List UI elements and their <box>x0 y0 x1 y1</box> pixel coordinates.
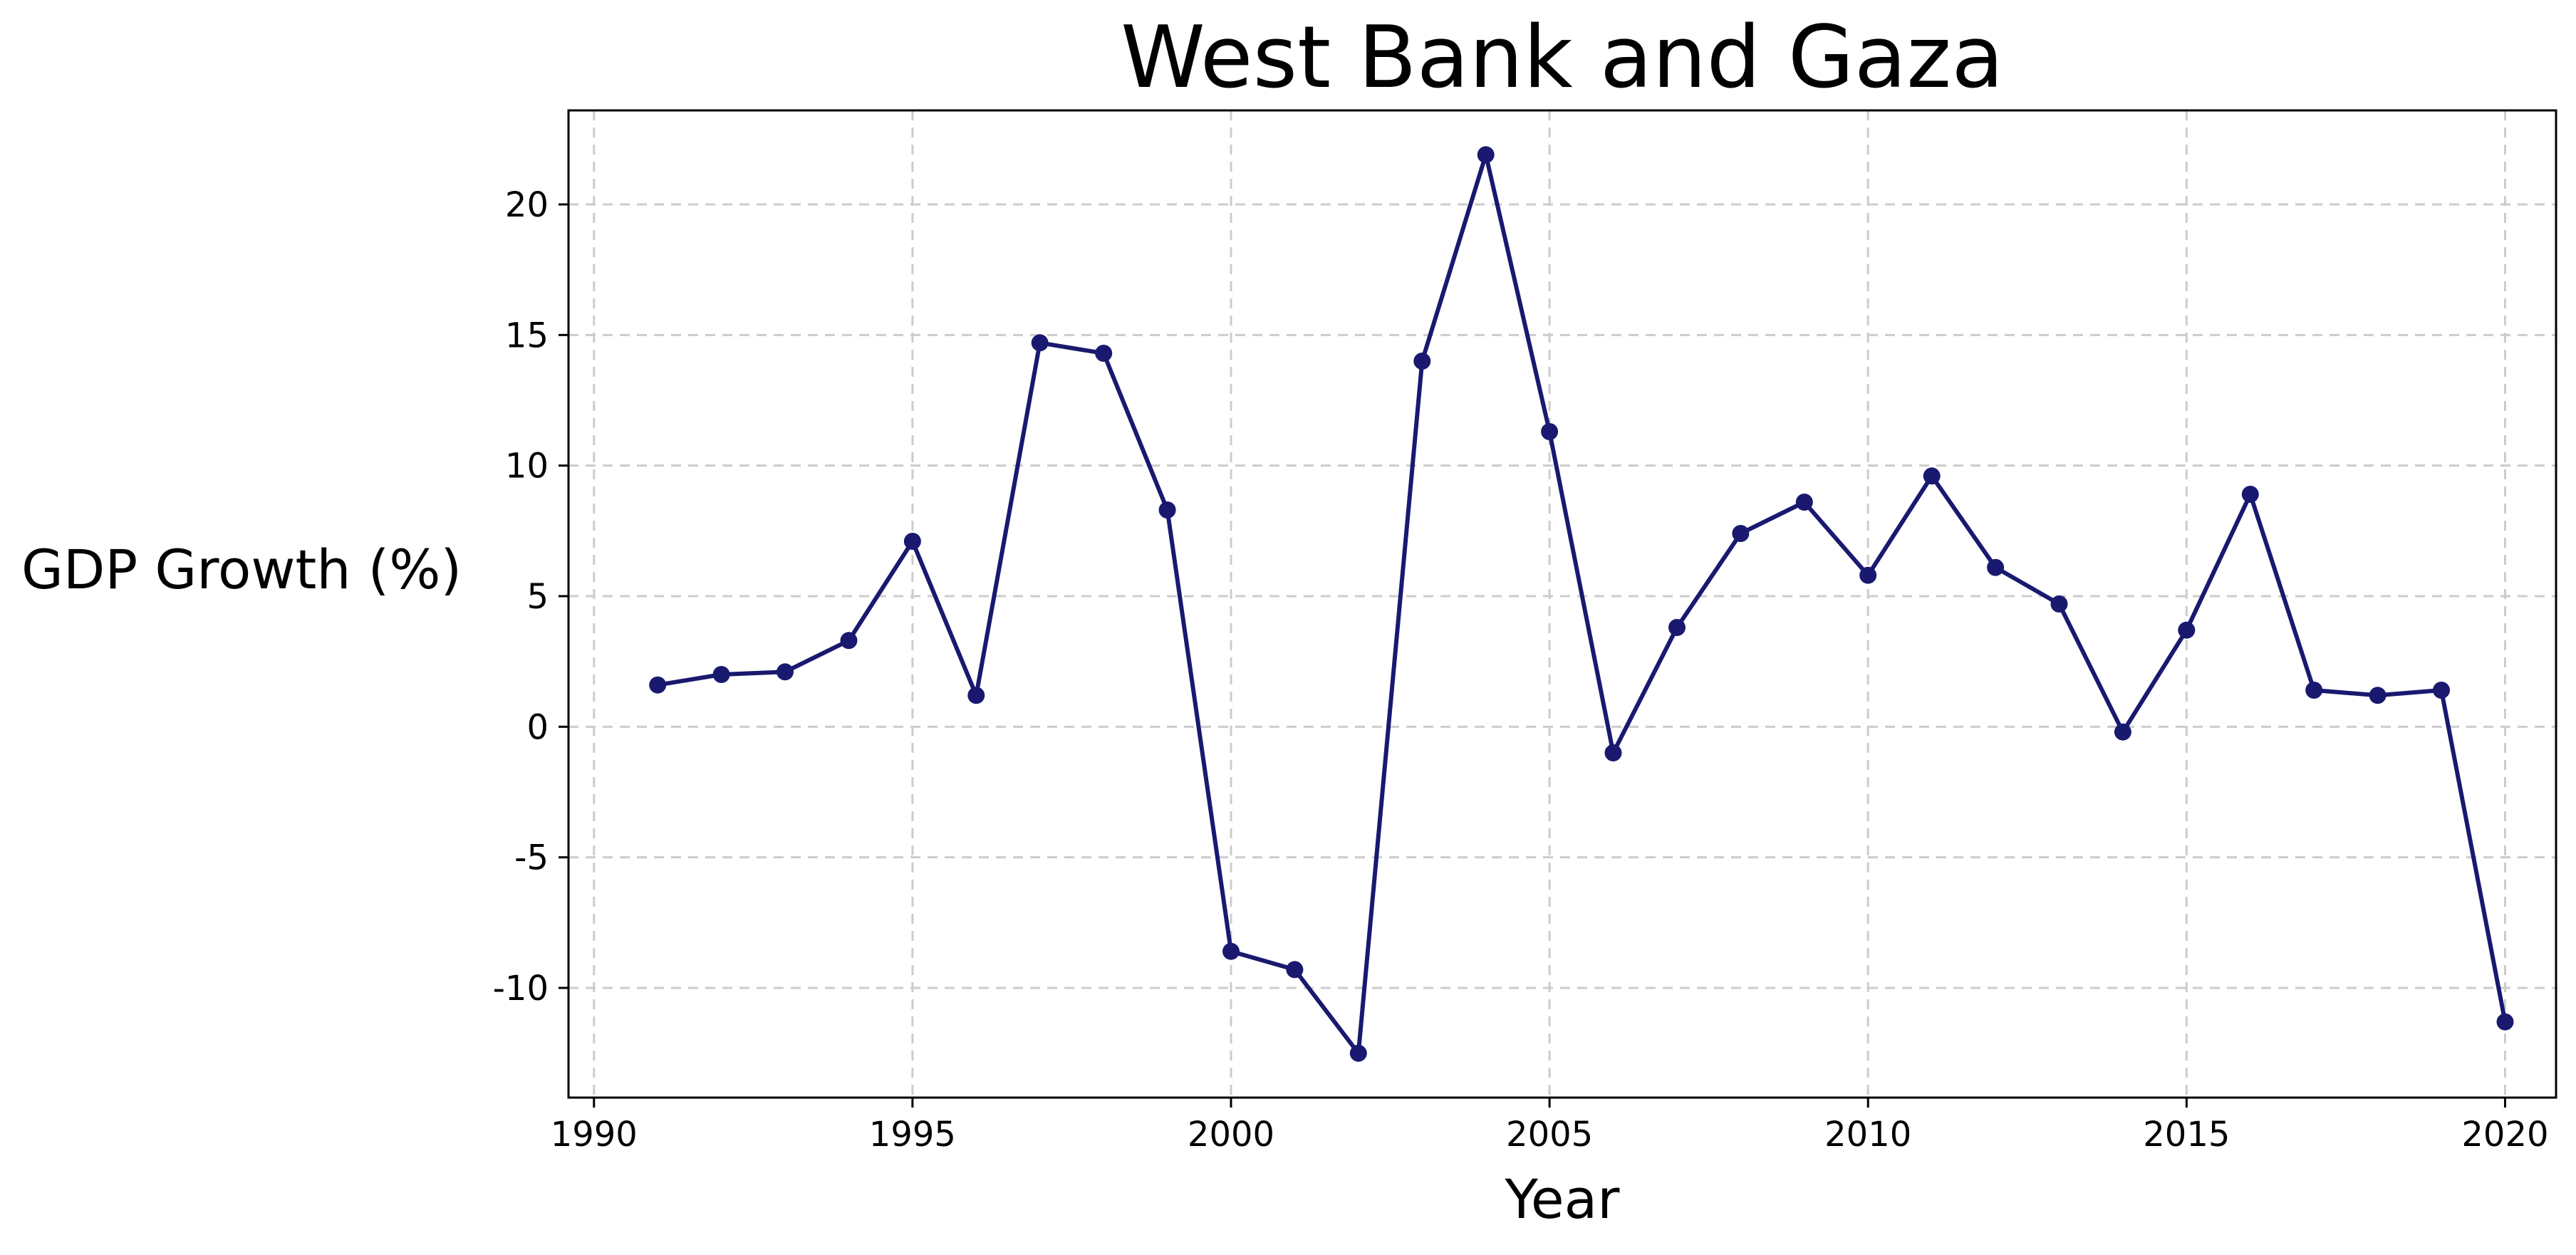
axis-ticks: 1990 1995 2000 2005 2010 2015 2020 -10 -5 0 5 10 15 2… <box>493 185 2549 1155</box>
y-tick-label: 0 <box>526 707 549 747</box>
data-point <box>1668 619 1686 636</box>
data-point <box>840 632 858 650</box>
data-point <box>649 676 667 694</box>
data-point <box>2433 682 2450 699</box>
data-point <box>2178 621 2196 639</box>
y-tick-label: -10 <box>493 969 549 1009</box>
data-point <box>2050 595 2068 613</box>
series-line <box>657 152 2508 1056</box>
data-point <box>1349 1044 1367 1062</box>
data-point <box>903 533 921 550</box>
plot-area-frame <box>567 109 2557 1099</box>
data-series <box>649 146 2514 1062</box>
y-tick-label: -5 <box>514 838 549 878</box>
data-point <box>2496 1013 2514 1031</box>
data-point <box>712 666 730 683</box>
data-point <box>1158 501 1176 519</box>
data-point <box>2114 723 2131 741</box>
grid-lines <box>568 110 2556 1098</box>
x-axis-label: Year <box>1505 1167 1621 1231</box>
x-tick-label: 2000 <box>1188 1115 1274 1155</box>
data-point <box>1413 353 1431 370</box>
data-point <box>1031 334 1049 352</box>
data-point <box>1095 345 1113 362</box>
data-point <box>777 663 794 681</box>
y-axis-label: GDP Growth (%) <box>21 538 462 601</box>
data-point <box>1222 942 1240 960</box>
y-tick-label: 15 <box>505 316 549 355</box>
data-point <box>2241 486 2259 503</box>
data-point <box>1859 566 1877 584</box>
x-tick-label: 1990 <box>551 1115 638 1155</box>
x-tick-label: 2020 <box>2461 1115 2548 1155</box>
x-tick-label: 2010 <box>1824 1115 1911 1155</box>
data-point <box>1604 744 1622 761</box>
data-point <box>2369 687 2387 704</box>
chart-title: West Bank and Gaza <box>1121 9 2004 108</box>
y-tick-label: 5 <box>526 577 549 617</box>
data-point <box>2305 682 2323 699</box>
data-point <box>1795 494 1813 511</box>
data-point <box>1477 146 1495 164</box>
data-point <box>967 687 985 704</box>
x-tick-label: 1995 <box>869 1115 956 1155</box>
data-point <box>1732 525 1750 542</box>
data-point <box>1541 423 1559 440</box>
data-point <box>1987 558 2005 576</box>
y-tick-label: 20 <box>505 185 549 225</box>
x-tick-label: 2015 <box>2143 1115 2230 1155</box>
y-tick-label: 10 <box>505 447 549 486</box>
data-point <box>1286 961 1304 979</box>
data-point <box>1923 467 1941 485</box>
x-tick-label: 2005 <box>1506 1115 1593 1155</box>
